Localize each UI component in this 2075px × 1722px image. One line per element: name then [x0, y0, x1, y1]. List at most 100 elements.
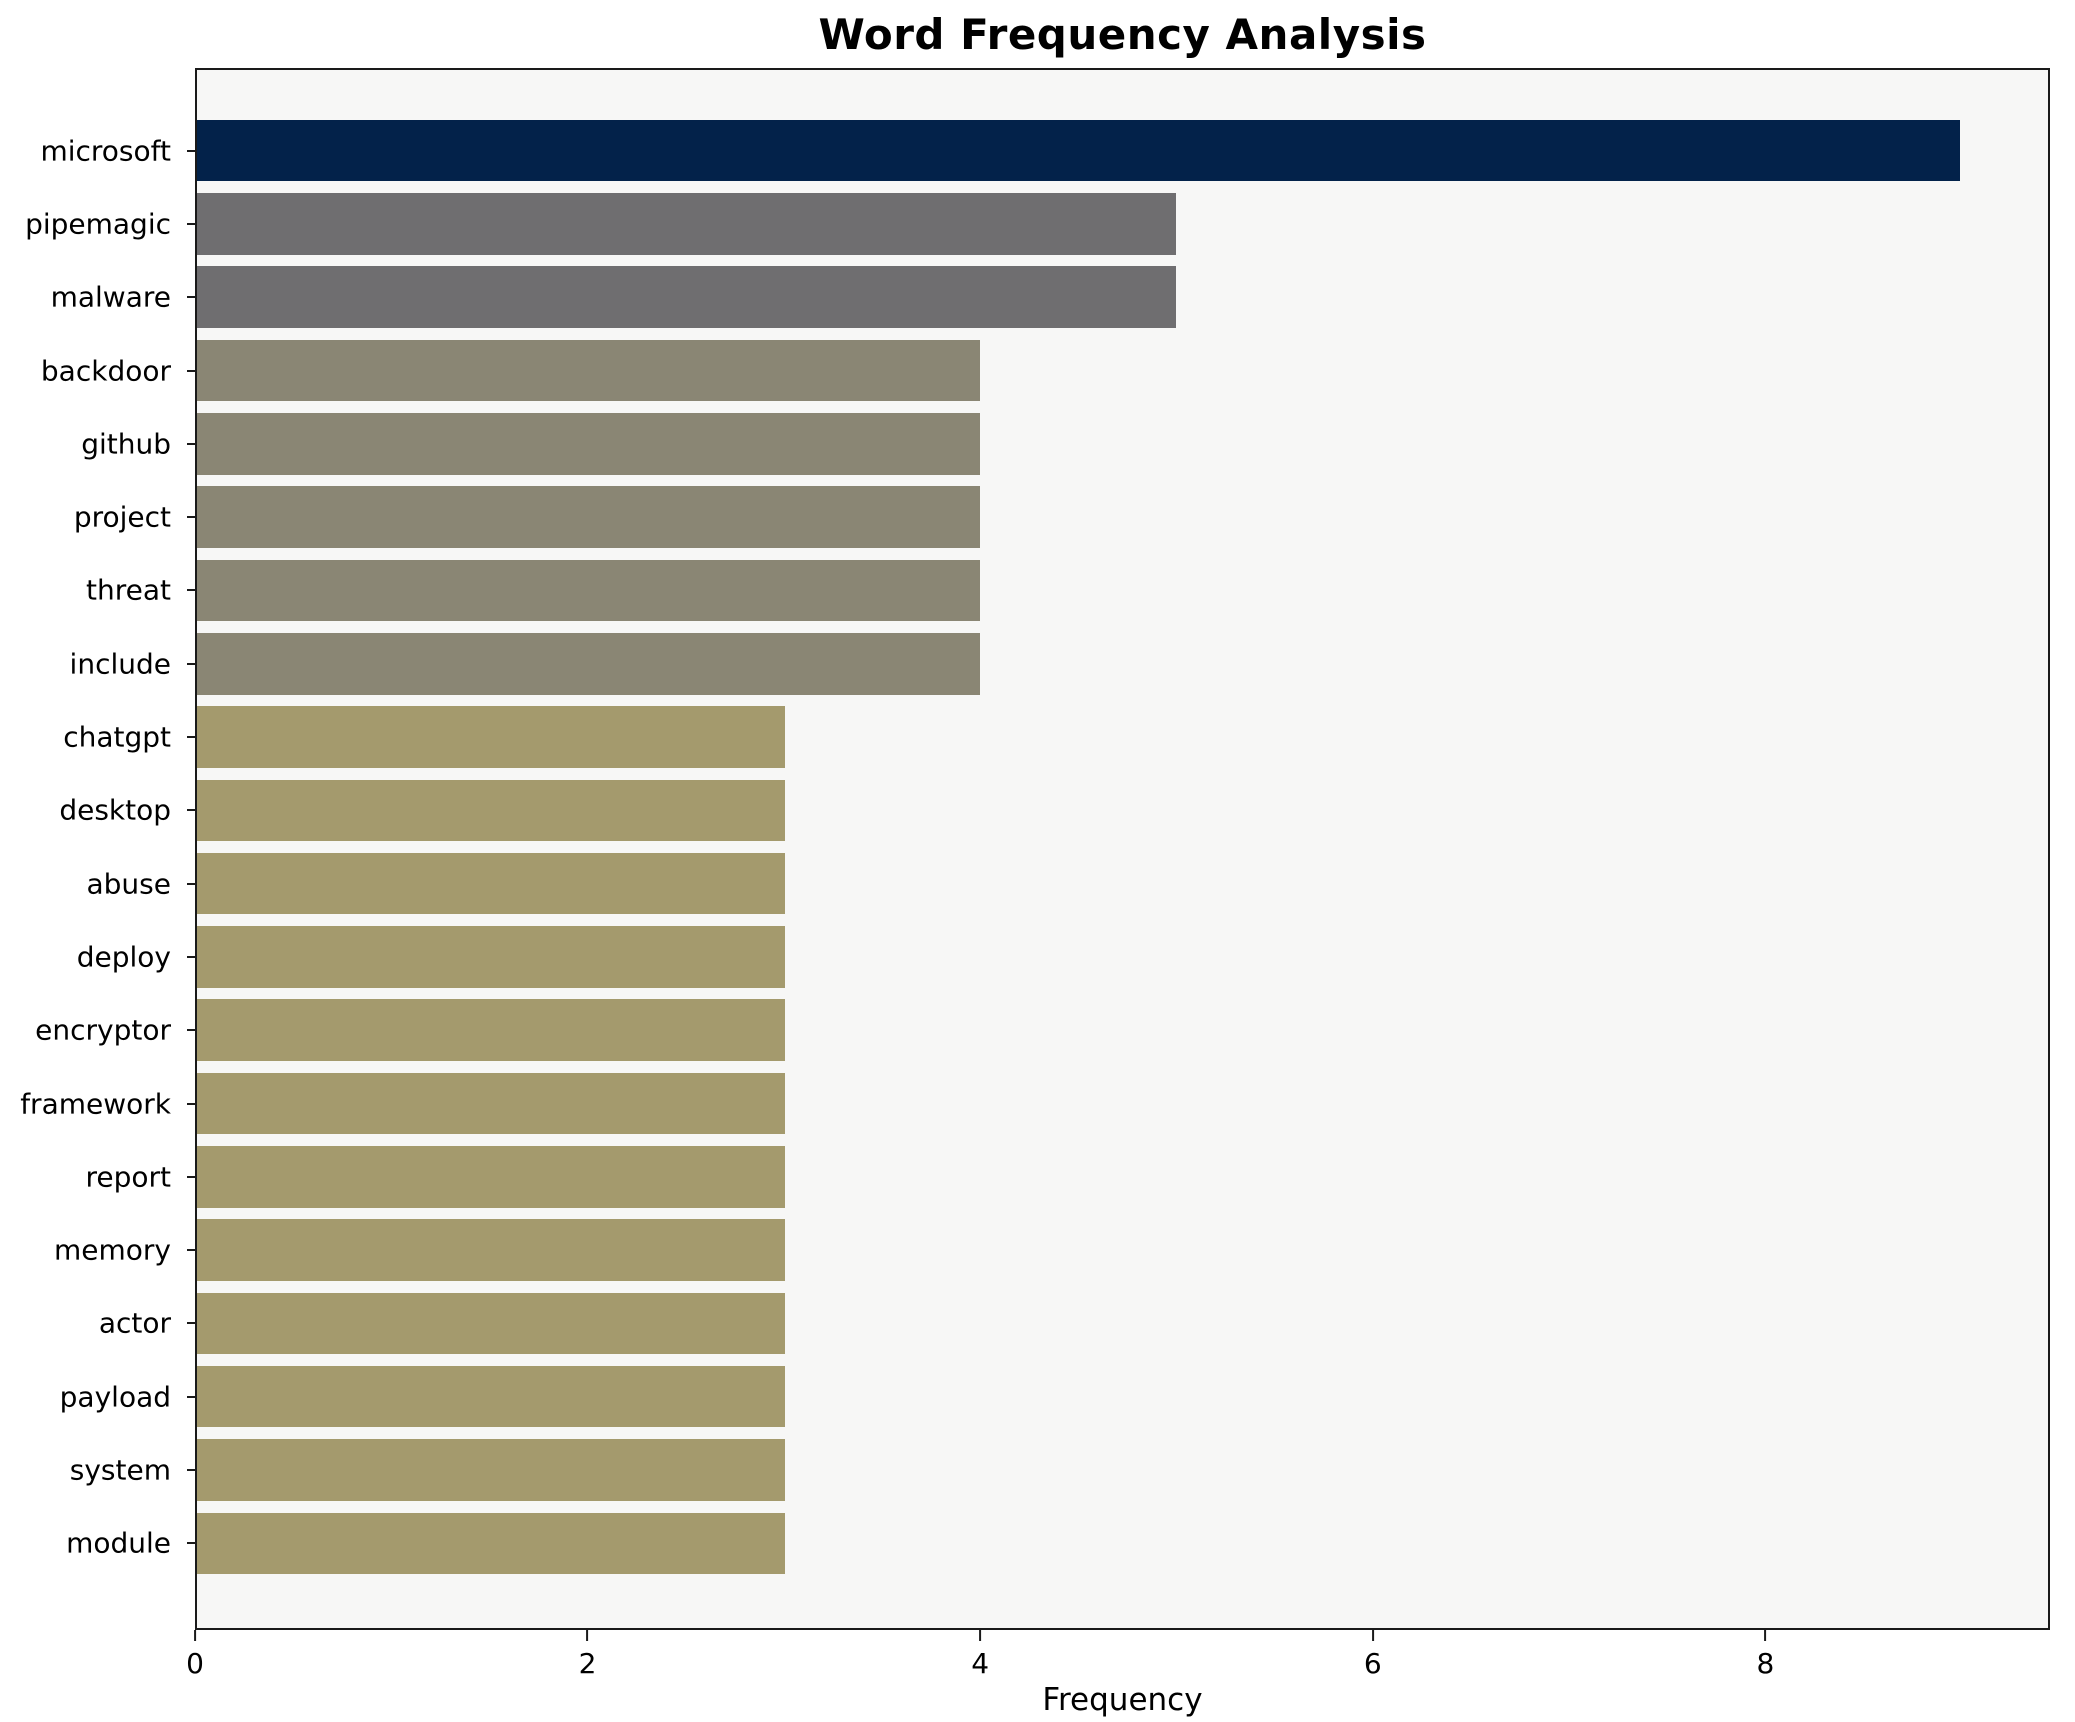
- x-tick-label: 8: [1756, 1647, 1775, 1680]
- bar-row: deploy: [77, 920, 2048, 993]
- bar-row: system: [70, 1433, 2048, 1506]
- y-tick-mark: [187, 736, 197, 739]
- bar-malware: [197, 266, 1177, 329]
- y-tick-label: backdoor: [40, 354, 171, 388]
- y-tick-mark: [187, 955, 197, 958]
- bar-row: threat: [86, 554, 2048, 627]
- bar-payload: [197, 1365, 785, 1428]
- y-tick-mark: [187, 149, 197, 152]
- bar-row: report: [85, 1140, 2048, 1213]
- y-tick-label: memory: [54, 1233, 171, 1267]
- bar-microsoft: [197, 119, 1960, 182]
- bar-row: malware: [51, 261, 2048, 334]
- x-tick: 8: [1756, 1630, 1774, 1680]
- bar-deploy: [197, 926, 785, 988]
- x-tick-label: 6: [1363, 1647, 1382, 1680]
- bar-abuse: [197, 852, 785, 915]
- x-tick: 4: [971, 1630, 989, 1680]
- bar-row: module: [66, 1507, 2048, 1580]
- y-tick-mark: [187, 589, 197, 592]
- x-tick: 2: [578, 1630, 597, 1680]
- x-tick-label: 0: [186, 1647, 204, 1680]
- y-tick-label: framework: [20, 1087, 171, 1120]
- y-tick-mark: [187, 369, 197, 372]
- x-tick-mark: [1764, 1630, 1767, 1641]
- bar-chatgpt: [197, 706, 785, 768]
- y-tick-label: pipemagic: [25, 207, 171, 241]
- bar-include: [197, 632, 981, 695]
- bar-rows-container: microsoft pipemagic malware backdoor github p…: [20, 114, 2048, 1580]
- y-tick-label: include: [69, 647, 171, 681]
- chart-title: Word Frequency Analysis: [818, 10, 1427, 59]
- x-tick-mark: [193, 1630, 196, 1641]
- x-tick-label: 4: [971, 1647, 990, 1680]
- x-tick-mark: [979, 1630, 982, 1641]
- y-tick-mark: [187, 809, 197, 812]
- y-tick-label: microsoft: [40, 134, 171, 168]
- y-tick-label: github: [81, 427, 171, 461]
- y-tick-label: deploy: [76, 940, 171, 974]
- bar-project: [197, 486, 981, 548]
- bar-row: backdoor: [41, 334, 2048, 407]
- bar-row: pipemagic: [25, 187, 2048, 260]
- y-tick-label: system: [69, 1453, 171, 1487]
- y-tick-mark: [187, 296, 197, 299]
- bar-report: [197, 1146, 785, 1208]
- bar-threat: [197, 559, 981, 622]
- x-tick-mark: [586, 1630, 589, 1641]
- y-tick-label: actor: [98, 1306, 171, 1340]
- y-tick-mark: [187, 516, 197, 519]
- x-tick-label: 2: [578, 1647, 597, 1680]
- y-tick-mark: [187, 1249, 197, 1252]
- bar-row: abuse: [87, 847, 2048, 920]
- y-tick-mark: [187, 442, 197, 445]
- y-tick-label: module: [66, 1526, 171, 1560]
- x-tick-mark: [1371, 1630, 1374, 1641]
- y-tick-label: threat: [86, 573, 171, 607]
- bar-row: project: [74, 480, 2048, 553]
- y-tick-label: chatgpt: [63, 720, 171, 754]
- bar-memory: [197, 1219, 785, 1281]
- y-tick-mark: [187, 1395, 197, 1398]
- plot-area: microsoft pipemagic malware backdoor github p…: [20, 68, 2050, 1630]
- y-tick-label: payload: [59, 1380, 171, 1414]
- bar-row: microsoft: [40, 114, 2048, 187]
- y-tick-mark: [187, 1542, 197, 1545]
- y-tick-label: encryptor: [35, 1013, 171, 1047]
- bar-encryptor: [197, 999, 785, 1061]
- y-tick-label: desktop: [59, 793, 171, 827]
- bar-row: actor: [99, 1287, 2048, 1360]
- y-tick-mark: [187, 882, 197, 885]
- y-tick-mark: [187, 1322, 197, 1325]
- y-tick-label: malware: [50, 280, 171, 314]
- bar-row: github: [81, 407, 2048, 480]
- bar-row: memory: [54, 1213, 2048, 1286]
- bar-desktop: [197, 779, 785, 842]
- y-tick-label: abuse: [86, 867, 172, 901]
- y-tick-label: report: [85, 1160, 171, 1194]
- bar-backdoor: [197, 339, 981, 402]
- bar-framework: [197, 1072, 785, 1135]
- y-tick-mark: [187, 1102, 197, 1105]
- bar-row: chatgpt: [63, 700, 2048, 773]
- bar-row: include: [70, 627, 2048, 700]
- y-tick-mark: [187, 1175, 197, 1178]
- bar-actor: [197, 1292, 785, 1355]
- y-tick-mark: [187, 222, 197, 225]
- y-tick-mark: [187, 1029, 197, 1032]
- x-tick: 0: [186, 1630, 204, 1680]
- y-tick-mark: [187, 662, 197, 665]
- y-tick-label: project: [73, 500, 171, 534]
- bar-row: framework: [20, 1067, 2048, 1140]
- y-tick-mark: [187, 1468, 197, 1471]
- x-axis: 0 2 4 6 8: [186, 1630, 2050, 1700]
- bar-row: encryptor: [35, 994, 2048, 1067]
- x-axis-label: Frequency: [1042, 1682, 1203, 1718]
- bar-row: payload: [60, 1360, 2048, 1433]
- bar-github: [197, 413, 981, 475]
- bar-row: desktop: [59, 774, 2048, 847]
- bar-pipemagic: [197, 193, 1177, 255]
- x-tick: 6: [1364, 1630, 1382, 1680]
- bar-system: [197, 1439, 785, 1501]
